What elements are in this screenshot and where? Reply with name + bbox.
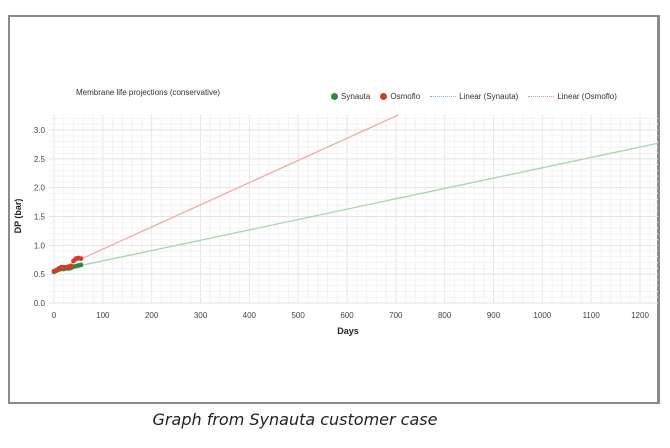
legend-dot-icon-red (380, 93, 388, 100)
data-points (51, 255, 84, 275)
y-axis-ticks: 0.0 0.5 1.0 1.5 2.0 2.5 3.0 (34, 126, 46, 308)
x-axis-label: Days (337, 326, 359, 336)
legend-synauta: Synauta (331, 92, 370, 101)
trendline (53, 142, 659, 272)
trendlines (53, 114, 659, 272)
y-tick-label: 0.0 (34, 299, 46, 308)
x-tick-label: 1000 (533, 311, 551, 320)
chart-frame (8, 15, 660, 404)
y-tick-label: 2.0 (34, 184, 46, 193)
y-tick-label: 1.5 (34, 213, 46, 222)
x-tick-label: 700 (389, 311, 403, 320)
legend-dotted-line-icon-green (430, 96, 457, 97)
x-tick-label: 400 (243, 311, 257, 320)
legend-dotted-line-icon-red (528, 96, 555, 97)
legend-linear-osmoflo: Linear (Osmoflo) (528, 92, 617, 101)
x-tick-label: 1100 (583, 311, 601, 320)
gridlines (49, 115, 658, 304)
x-axis-ticks: 0 100 200 300 400 500 600 700 800 900 1000 1100 1200 (52, 311, 650, 320)
x-tick-label: 0 (52, 311, 57, 320)
y-axis-label: DP (bar) (13, 199, 23, 234)
legend-dot-icon-green (331, 93, 338, 100)
y-tick-label: 3.0 (34, 126, 46, 135)
legend-label: Osmoflo (390, 92, 421, 101)
figure-caption: Graph from Synauta customer case (152, 410, 438, 429)
chart-title: Membrane life projections (conservative) (76, 88, 221, 97)
trendline (53, 114, 399, 272)
x-tick-label: 900 (487, 311, 501, 320)
legend-osmoflo: Osmoflo (380, 92, 420, 101)
x-tick-label: 800 (438, 311, 452, 320)
data-point (68, 263, 74, 269)
legend-label: Linear (Synauta) (459, 92, 519, 101)
y-tick-label: 0.5 (34, 270, 46, 279)
chart-legend: Synauta Osmoflo Linear (Synauta) Linear … (331, 92, 627, 101)
legend-linear-synauta: Linear (Synauta) (430, 92, 518, 101)
legend-label: Synauta (341, 92, 371, 101)
x-tick-label: 1200 (631, 311, 649, 320)
x-tick-label: 300 (194, 311, 208, 320)
x-tick-label: 200 (145, 311, 159, 320)
x-tick-label: 500 (291, 311, 305, 320)
y-tick-label: 2.5 (34, 155, 46, 164)
x-tick-label: 100 (96, 311, 110, 320)
data-point (78, 256, 84, 261)
x-tick-label: 600 (340, 311, 354, 320)
data-point (78, 262, 84, 268)
y-tick-label: 1.0 (34, 241, 46, 250)
legend-label: Linear (Osmoflo) (557, 92, 617, 101)
